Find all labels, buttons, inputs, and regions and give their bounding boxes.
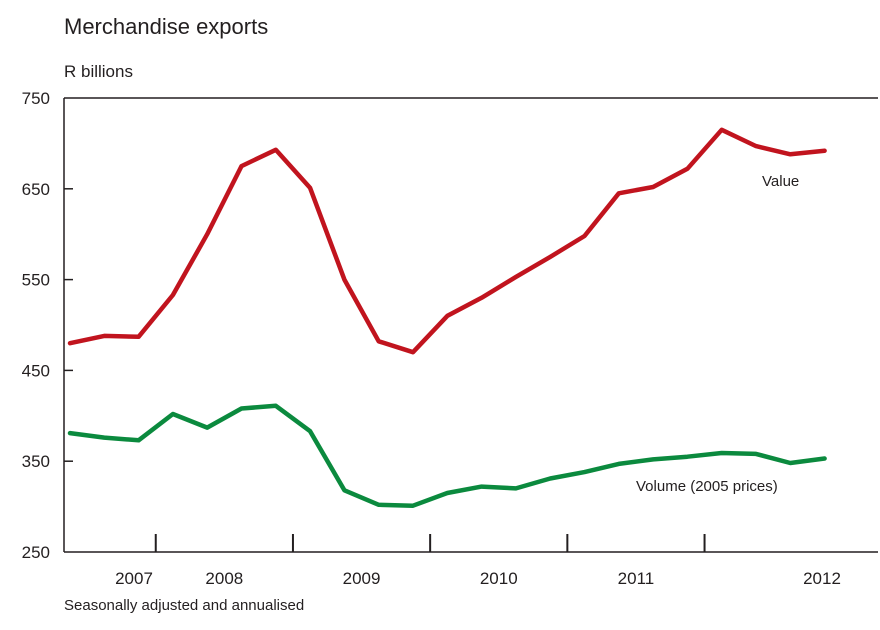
series-label: Volume (2005 prices) <box>636 478 778 495</box>
y-tick-label: 750 <box>22 89 50 108</box>
y-tick-label: 350 <box>22 452 50 471</box>
series-line <box>67 403 827 508</box>
x-tick-label: 2010 <box>480 569 518 588</box>
chart-footnote: Seasonally adjusted and annualised <box>64 597 305 614</box>
y-axis-unit-label: R billions <box>64 62 133 81</box>
y-tick-label: 550 <box>22 271 50 290</box>
y-tick-label: 450 <box>22 361 50 380</box>
x-tick-label: 2011 <box>618 569 655 588</box>
series-line <box>67 127 827 355</box>
x-tick-label: 2008 <box>205 569 243 588</box>
chart-title: Merchandise exports <box>64 14 269 39</box>
x-tick-label: 2012 <box>803 569 841 588</box>
series-label: Value <box>762 173 799 190</box>
x-tick-label: 2009 <box>343 569 381 588</box>
y-tick-label: 250 <box>22 543 50 562</box>
y-tick-label: 650 <box>22 180 50 199</box>
x-tick-label: 2007 <box>115 569 153 588</box>
